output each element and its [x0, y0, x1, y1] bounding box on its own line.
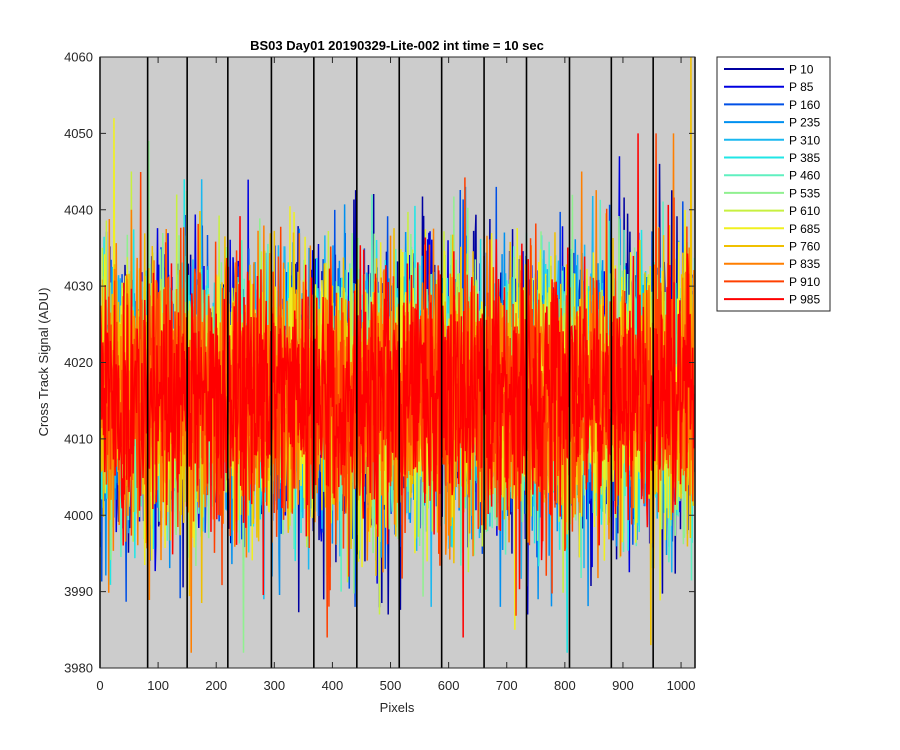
x-tick-label: 100: [147, 678, 169, 693]
legend-label: P 685: [789, 222, 820, 236]
y-tick-label: 4060: [64, 50, 93, 65]
legend-label: P 10: [789, 63, 814, 77]
y-axis-label: Cross Track Signal (ADU): [36, 288, 51, 437]
x-tick-label: 200: [205, 678, 227, 693]
y-axis-ticks: 3980 3990 4000 4010 4020 4030 4040 4050 4060: [64, 50, 695, 676]
y-tick-label: 4040: [64, 202, 93, 217]
y-tick-label: 4010: [64, 431, 93, 446]
x-tick-label: 700: [496, 678, 518, 693]
legend-label: P 985: [789, 293, 820, 307]
x-tick-label: 300: [263, 678, 285, 693]
legend-label: P 85: [789, 80, 814, 94]
x-tick-label: 1000: [667, 678, 696, 693]
y-tick-label: 3980: [64, 661, 93, 676]
y-tick-label: 4000: [64, 508, 93, 523]
y-tick-label: 4050: [64, 126, 93, 141]
x-tick-label: 0: [96, 678, 103, 693]
x-tick-label: 500: [380, 678, 402, 693]
legend-label: P 385: [789, 151, 820, 165]
x-tick-label: 400: [322, 678, 344, 693]
series-line-p985: [100, 133, 695, 638]
legend-label: P 535: [789, 186, 820, 200]
x-axis-label: Pixels: [380, 700, 415, 715]
series-layer: [100, 57, 695, 653]
y-tick-label: 4020: [64, 355, 93, 370]
legend-label: P 235: [789, 116, 820, 130]
chart-title: BS03 Day01 20190329-Lite-002 int time = …: [250, 38, 544, 53]
x-tick-label: 800: [554, 678, 576, 693]
y-tick-label: 3990: [64, 584, 93, 599]
legend: P 10 P 85 P 160 P 235 P 310 P 385 P 460 P 535 P …: [716, 56, 831, 312]
legend-label: P 160: [789, 98, 820, 112]
x-tick-label: 600: [438, 678, 460, 693]
y-tick-label: 4030: [64, 279, 93, 294]
x-axis-ticks: 0 100 200 300 400 500 600 700 800 900 1000: [96, 57, 696, 693]
x-tick-label: 900: [612, 678, 634, 693]
legend-label: P 910: [789, 275, 820, 289]
legend-label: P 835: [789, 257, 820, 271]
legend-label: P 310: [789, 133, 820, 147]
legend-items: P 10 P 85 P 160 P 235 P 310 P 385 P 460 P 535 P …: [724, 63, 820, 307]
legend-label: P 460: [789, 169, 820, 183]
legend-label: P 760: [789, 240, 820, 254]
legend-box: [716, 56, 831, 312]
legend-label: P 610: [789, 204, 820, 218]
